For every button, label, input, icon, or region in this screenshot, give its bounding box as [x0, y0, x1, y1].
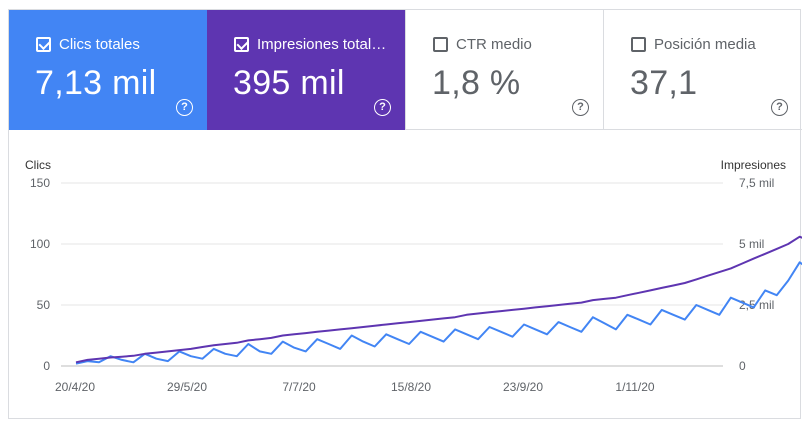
metric-value-clicks: 7,13 mil	[35, 64, 157, 102]
metric-value-impressions: 395 mil	[233, 64, 345, 102]
left-axis-title: Clics	[25, 158, 51, 172]
metric-card-header: CTR medio	[433, 36, 532, 53]
left-tick-label: 150	[30, 176, 50, 190]
metric-value-position: 37,1	[630, 64, 698, 102]
checkbox-checked-icon[interactable]	[234, 37, 249, 52]
metric-card-header: Impresiones total…	[234, 36, 386, 53]
series-line-clics	[75, 261, 802, 365]
metric-label-position: Posición media	[654, 36, 756, 53]
checkbox-unchecked-icon[interactable]	[631, 37, 646, 52]
left-tick-label: 50	[37, 298, 51, 312]
metric-value-ctr: 1,8 %	[432, 64, 521, 102]
help-icon[interactable]: ?	[771, 99, 788, 116]
metric-card-header: Clics totales	[36, 36, 140, 53]
checkbox-checked-icon[interactable]	[36, 37, 51, 52]
metric-card-ctr[interactable]: CTR medio 1,8 % ?	[405, 10, 603, 130]
x-tick-label: 23/9/20	[503, 380, 543, 394]
help-icon[interactable]: ?	[374, 99, 391, 116]
series-line-impresiones	[75, 235, 802, 364]
metric-card-clicks[interactable]: Clics totales 7,13 mil ?	[9, 10, 207, 130]
x-tick-label: 20/4/20	[55, 380, 95, 394]
metric-label-clicks: Clics totales	[59, 36, 140, 53]
metric-label-impressions: Impresiones total…	[257, 36, 387, 53]
right-axis-title: Impresiones	[721, 158, 786, 172]
x-tick-label: 15/8/20	[391, 380, 431, 394]
checkbox-unchecked-icon[interactable]	[433, 37, 448, 52]
left-tick-label: 0	[43, 359, 50, 373]
metric-label-ctr: CTR medio	[456, 36, 532, 53]
metric-cards: Clics totales 7,13 mil ? Impresiones tot…	[9, 10, 802, 130]
left-tick-label: 100	[30, 237, 50, 251]
x-tick-label: 1/11/20	[615, 380, 654, 394]
right-tick-label: 5 mil	[739, 237, 764, 251]
x-tick-label: 7/7/20	[282, 380, 316, 394]
right-tick-label: 0	[739, 359, 746, 373]
metric-card-header: Posición media	[631, 36, 756, 53]
help-icon[interactable]: ?	[176, 99, 193, 116]
metric-card-position[interactable]: Posición media 37,1 ?	[603, 10, 802, 130]
right-tick-label: 7,5 mil	[739, 176, 774, 190]
help-icon[interactable]: ?	[572, 99, 589, 116]
performance-chart: 0 50 100 150 0 2,5 mil 5 mil 7,5 mil Clics Impres…	[25, 158, 802, 394]
metric-card-impressions[interactable]: Impresiones total… 395 mil ?	[207, 10, 405, 130]
x-tick-label: 29/5/20	[167, 380, 207, 394]
right-tick-label: 2,5 mil	[739, 298, 774, 312]
search-performance-panel: Clics totales 7,13 mil ? Impresiones tot…	[8, 9, 802, 419]
